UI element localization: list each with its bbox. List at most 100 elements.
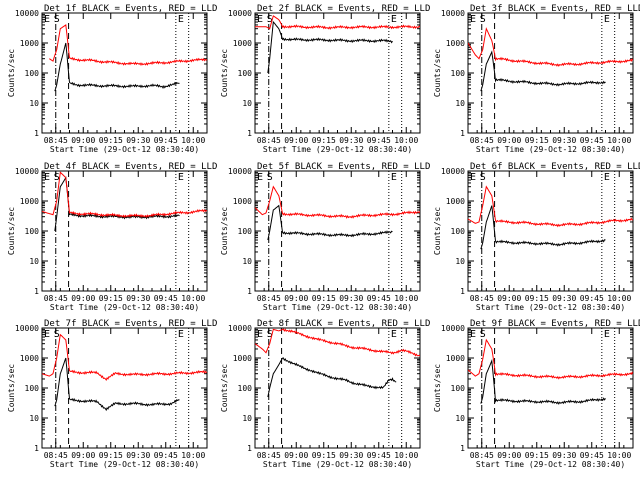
x-tick-label: 08:45 xyxy=(470,136,494,145)
y-tick-label: 10000 xyxy=(228,324,252,333)
y-axis-label: Counts/sec xyxy=(433,207,442,255)
marker-letter: E xyxy=(178,172,184,183)
series-line-events xyxy=(267,20,393,74)
y-tick-label: 10 xyxy=(29,414,39,423)
plot-frame xyxy=(254,327,421,449)
x-tick-label: 09:30 xyxy=(126,451,150,460)
series-line-events xyxy=(480,358,606,405)
x-tick-label: 08:45 xyxy=(257,451,281,460)
plot-frame xyxy=(254,170,421,292)
y-axis-label: Counts/sec xyxy=(433,364,442,412)
x-tick-label: 09:45 xyxy=(154,294,178,303)
y-tick-label: 10 xyxy=(29,99,39,108)
x-tick-label: 09:30 xyxy=(126,294,150,303)
x-tick-label: 09:00 xyxy=(284,294,308,303)
x-axis-label: Start Time (29-Oct-12 08:30:40) xyxy=(263,303,412,312)
y-tick-label: 1 xyxy=(460,129,465,138)
marker-letter: E xyxy=(44,172,50,183)
marker-letter: S xyxy=(54,172,60,183)
x-axis-label: Start Time (29-Oct-12 08:30:40) xyxy=(263,145,412,154)
series-line-lld xyxy=(255,185,420,219)
x-tick-label: 09:30 xyxy=(552,294,576,303)
y-tick-label: 1000 xyxy=(20,354,39,363)
y-tick-label: 1000 xyxy=(446,197,465,206)
plot-frame xyxy=(467,170,634,292)
x-axis-label: Start Time (29-Oct-12 08:30:40) xyxy=(476,145,625,154)
y-axis-label: Counts/sec xyxy=(220,207,229,255)
x-tick-label: 09:15 xyxy=(99,294,123,303)
plot-panel-5: Det 5f BLACK = Events, RED = LLD 1 10 100 10… xyxy=(220,162,430,312)
x-tick-label: 09:45 xyxy=(367,294,391,303)
x-tick-label: 09:45 xyxy=(154,451,178,460)
y-tick-label: 10000 xyxy=(15,167,39,176)
panel-title: Det 7f BLACK = Events, RED = LLD xyxy=(44,319,217,329)
y-tick-label: 10000 xyxy=(15,324,39,333)
series-line-lld xyxy=(49,23,207,66)
plot-panel-4: Det 4f BLACK = Events, RED = LLD 1 10 100 10… xyxy=(7,162,217,312)
y-tick-label: 100 xyxy=(238,384,253,393)
y-tick-label: 1 xyxy=(247,287,252,296)
y-tick-label: 1 xyxy=(247,444,252,453)
marker-letter: E xyxy=(178,329,184,340)
series-line-events xyxy=(480,50,606,92)
y-axis-label: Counts/sec xyxy=(7,207,16,255)
x-tick-label: 09:00 xyxy=(284,136,308,145)
y-axis-label: Counts/sec xyxy=(433,49,442,97)
x-tick-label: 09:30 xyxy=(126,136,150,145)
panel-title: Det 3f BLACK = Events, RED = LLD xyxy=(470,4,640,14)
series-line-events xyxy=(480,205,606,250)
y-tick-label: 1000 xyxy=(233,197,252,206)
y-tick-label: 1000 xyxy=(20,197,39,206)
y-tick-label: 10 xyxy=(29,257,39,266)
series-line-lld xyxy=(468,27,633,67)
marker-letter: E xyxy=(604,329,610,340)
panel-title: Det 9f BLACK = Events, RED = LLD xyxy=(470,319,640,329)
marker-letter: S xyxy=(480,14,486,25)
x-axis-label: Start Time (29-Oct-12 08:30:40) xyxy=(50,460,199,469)
marker-letter: S xyxy=(267,172,273,183)
marker-letter: E xyxy=(470,14,476,25)
plot-frame xyxy=(467,327,634,449)
x-tick-label: 08:45 xyxy=(470,451,494,460)
series-line-lld xyxy=(42,171,207,219)
x-tick-label: 09:45 xyxy=(580,294,604,303)
marker-letter: E xyxy=(604,172,610,183)
y-tick-label: 10000 xyxy=(15,9,39,18)
y-tick-label: 100 xyxy=(451,384,466,393)
x-tick-label: 10:00 xyxy=(394,136,418,145)
x-tick-label: 09:30 xyxy=(339,294,363,303)
x-tick-label: 10:00 xyxy=(607,451,631,460)
x-tick-label: 09:00 xyxy=(71,451,95,460)
y-tick-label: 100 xyxy=(238,227,253,236)
y-tick-label: 100 xyxy=(25,227,40,236)
marker-letter: E xyxy=(391,172,397,183)
y-tick-label: 100 xyxy=(238,69,253,78)
marker-letter: E xyxy=(44,329,50,340)
y-tick-label: 10 xyxy=(455,414,465,423)
x-tick-label: 08:45 xyxy=(44,451,68,460)
plot-panel-6: Det 6f BLACK = Events, RED = LLD 1 10 100 10… xyxy=(433,162,640,312)
x-tick-label: 09:45 xyxy=(367,136,391,145)
x-axis-label: Start Time (29-Oct-12 08:30:40) xyxy=(50,145,199,154)
x-axis-label: Start Time (29-Oct-12 08:30:40) xyxy=(476,460,625,469)
x-tick-label: 09:00 xyxy=(284,451,308,460)
x-tick-label: 09:30 xyxy=(339,136,363,145)
marker-letter: E xyxy=(257,329,263,340)
x-tick-label: 09:45 xyxy=(154,136,178,145)
y-tick-label: 10 xyxy=(455,99,465,108)
plot-panel-2: Det 2f BLACK = Events, RED = LLD 1 10 100 10… xyxy=(220,4,430,154)
x-tick-label: 10:00 xyxy=(607,136,631,145)
y-axis-label: Counts/sec xyxy=(7,364,16,412)
x-tick-label: 09:00 xyxy=(497,136,521,145)
series-line-lld xyxy=(42,333,207,382)
x-tick-label: 09:00 xyxy=(497,294,521,303)
marker-letter: S xyxy=(54,329,60,340)
y-tick-label: 10000 xyxy=(228,9,252,18)
y-axis-label: Counts/sec xyxy=(220,49,229,97)
y-tick-label: 1000 xyxy=(233,354,252,363)
y-tick-label: 100 xyxy=(451,227,466,236)
x-tick-label: 09:15 xyxy=(312,294,336,303)
x-tick-label: 08:45 xyxy=(470,294,494,303)
series-line-events xyxy=(54,176,180,232)
x-tick-label: 09:45 xyxy=(580,136,604,145)
